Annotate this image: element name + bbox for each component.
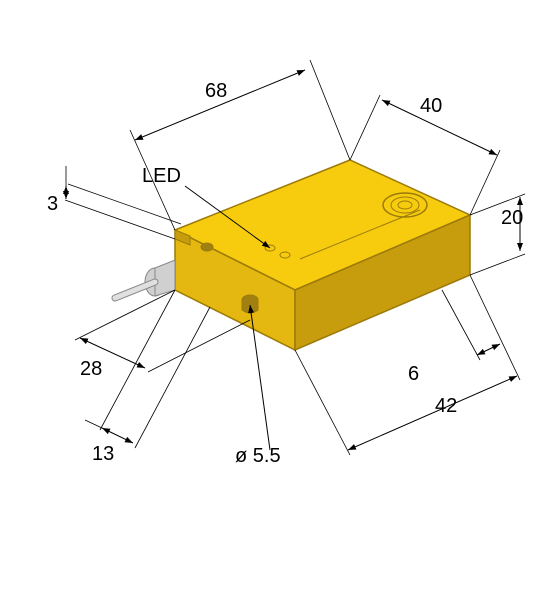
- dim-length: 68: [205, 80, 227, 103]
- dim-offset3: 13: [92, 443, 114, 466]
- dim-width-top: 40: [420, 95, 442, 118]
- dim-offset1: 3: [47, 193, 58, 216]
- led-label: LED: [142, 165, 181, 188]
- dim-hole: ø 5.5: [235, 445, 281, 468]
- dim-height: 20: [501, 207, 523, 230]
- dim-width-outer: 42: [435, 395, 457, 418]
- sensor-drawing: [0, 0, 549, 590]
- dim-offset4: 6: [408, 363, 419, 386]
- dim-offset2: 28: [80, 358, 102, 381]
- technical-diagram: 68 40 20 42 6 3 28 13 ø 5.5 LED: [0, 0, 549, 590]
